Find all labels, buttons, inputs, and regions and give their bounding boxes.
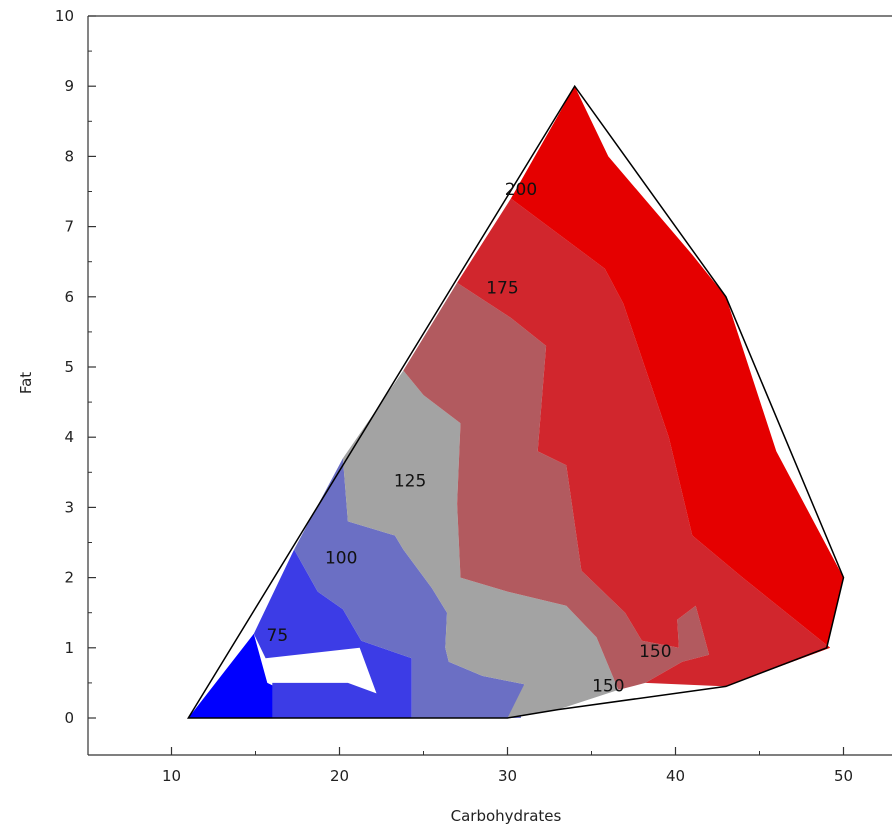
y-axis-title: Fat (17, 372, 35, 394)
y-tick-label: 3 (64, 498, 74, 516)
contour-band-3 (294, 458, 525, 718)
contour-band-6 (457, 198, 831, 687)
contour-band-7 (510, 86, 844, 687)
y-tick-label: 8 (64, 147, 74, 165)
contour-label-1: 75 (267, 626, 289, 646)
contour-band-2 (253, 549, 412, 718)
contour-label-2: 100 (325, 549, 357, 569)
y-tick-label: 0 (64, 709, 74, 727)
contour-band-1 (188, 633, 390, 718)
contour-label-6: 175 (486, 278, 518, 298)
y-tick-label: 9 (64, 77, 74, 95)
contour-label-layer: 75 100 125 150 150 175 200 (267, 180, 672, 696)
region-outline (186, 84, 845, 719)
x-tick-label: 30 (498, 767, 517, 785)
x-tick-label: 50 (834, 767, 853, 785)
contour-fill-layer (188, 86, 844, 718)
contour-label-4: 150 (639, 642, 671, 662)
contour-band-4 (342, 370, 619, 718)
y-tick-label: 10 (55, 7, 74, 25)
y-tick-label: 1 (64, 639, 74, 657)
x-tick-label: 40 (666, 767, 685, 785)
x-tick-label: 20 (330, 767, 349, 785)
x-tick-label: 10 (162, 767, 181, 785)
contour-label-7: 200 (505, 180, 537, 200)
contour-label-3: 125 (394, 471, 426, 491)
y-tick-label: 2 (64, 569, 74, 587)
contour-label-5: 150 (592, 676, 624, 696)
y-tick-layer: 0 1 2 3 4 5 6 7 8 9 10 (55, 7, 96, 727)
x-tick-layer: 10 20 30 40 50 (162, 747, 853, 785)
y-tick-label: 4 (64, 428, 74, 446)
x-axis-title: Carbohydrates (451, 807, 562, 825)
y-tick-label: 7 (64, 218, 74, 236)
y-tick-label: 5 (64, 358, 74, 376)
contour-band-5 (403, 282, 710, 690)
y-tick-label: 6 (64, 288, 74, 306)
